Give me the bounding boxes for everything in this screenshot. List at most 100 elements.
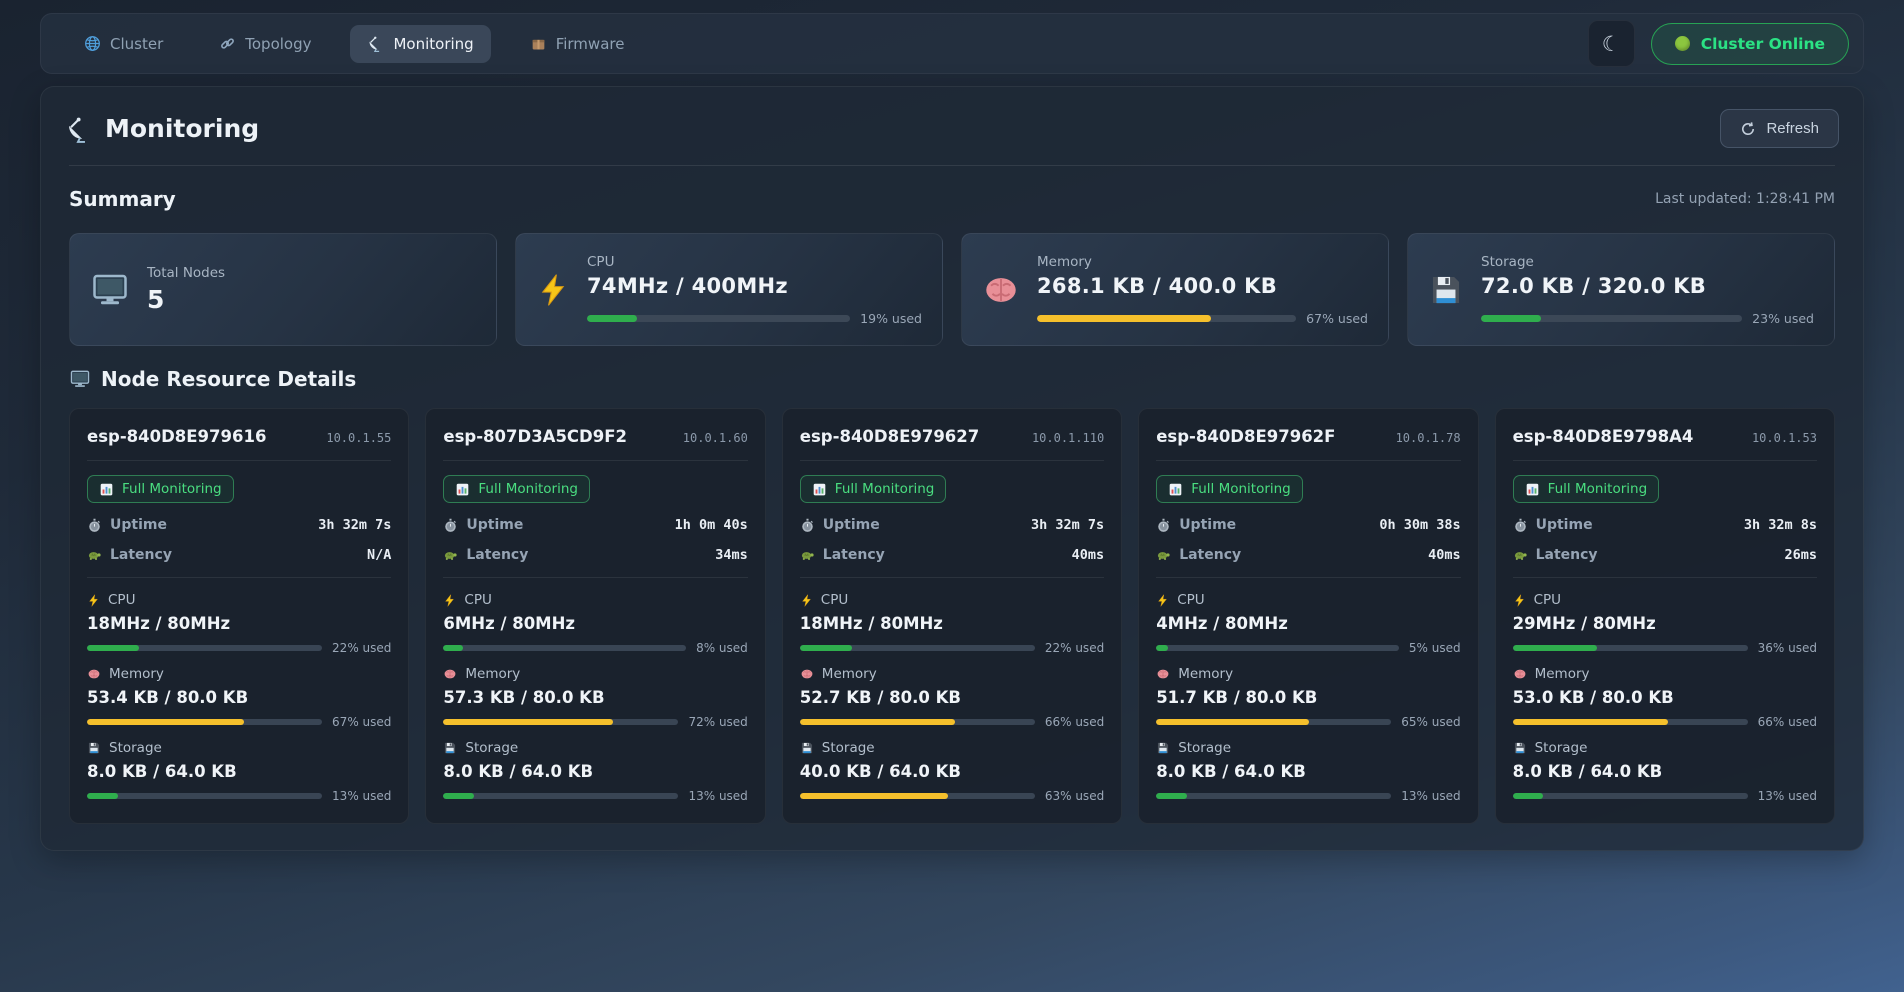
full-monitoring-badge: Full Monitoring xyxy=(799,475,947,503)
full-monitoring-label: Full Monitoring xyxy=(1191,481,1291,497)
metric-label-text: Memory xyxy=(109,666,164,682)
page-title: Monitoring xyxy=(65,114,259,143)
refresh-button[interactable]: Refresh xyxy=(1720,109,1839,148)
metric-progress-fill xyxy=(1156,645,1169,651)
floppy-icon xyxy=(1156,741,1170,755)
metric-progress-track xyxy=(1156,645,1399,651)
tab-firmware[interactable]: Firmware xyxy=(513,25,642,63)
floppy-icon xyxy=(443,741,457,755)
metric-progress-track xyxy=(1156,793,1392,799)
full-monitoring-label: Full Monitoring xyxy=(122,481,222,497)
latency-label-row: Latency xyxy=(87,547,172,563)
stopwatch-icon xyxy=(800,518,815,533)
uptime-label: Uptime xyxy=(822,517,880,533)
storage-percent-label: 23% used xyxy=(1752,310,1814,326)
cpu-metric: CPU 4MHz / 80MHz 5% used xyxy=(1156,592,1461,655)
metric-value: 8.0 KB / 64.0 KB xyxy=(1156,762,1306,781)
full-monitoring-badge: Full Monitoring xyxy=(1156,475,1303,503)
metric-label-text: Storage xyxy=(1534,740,1588,756)
node-card: esp-840D8E979627 10.0.1.110 Full Monitor… xyxy=(781,408,1123,824)
memory-metric: Memory 51.7 KB / 80.0 KB 65% used xyxy=(1156,666,1461,729)
metric-value: 52.7 KB / 80.0 KB xyxy=(799,688,961,707)
divider xyxy=(443,577,748,578)
tab-cluster[interactable]: Cluster xyxy=(67,25,180,63)
cluster-status-badge[interactable]: Cluster Online xyxy=(1650,22,1849,65)
theme-toggle-button[interactable]: ☾ xyxy=(1587,20,1635,67)
node-cards: esp-840D8E979616 10.0.1.55 Full Monitori… xyxy=(69,408,1835,824)
uptime-label-row: Uptime xyxy=(443,517,523,533)
uptime-label-row: Uptime xyxy=(1513,517,1593,533)
latency-label-row: Latency xyxy=(800,547,885,563)
link-icon xyxy=(219,35,236,52)
storage-metric: Storage 8.0 KB / 64.0 KB 13% used xyxy=(443,740,748,803)
brain-icon xyxy=(1156,667,1170,681)
metric-progress-track xyxy=(443,793,679,799)
metric-progress-track xyxy=(1512,793,1748,799)
turtle-icon xyxy=(1513,548,1528,563)
divider xyxy=(87,577,392,578)
bar-chart-icon xyxy=(812,482,827,497)
summary-card-total-nodes: Total Nodes 5 xyxy=(69,233,497,346)
tab-label: Topology xyxy=(245,34,312,53)
divider xyxy=(799,460,1105,461)
uptime-label: Uptime xyxy=(1179,517,1237,533)
metric-percent-label: 13% used xyxy=(1757,789,1817,803)
node-ip: 10.0.1.60 xyxy=(682,431,748,445)
node-details-title-text: Node Resource Details xyxy=(101,367,357,391)
node-details-section-title: Node Resource Details xyxy=(69,367,356,391)
metric-value: 40.0 KB / 64.0 KB xyxy=(799,762,961,781)
metric-progress-fill xyxy=(443,793,474,799)
stopwatch-icon xyxy=(443,518,458,533)
metric-progress-fill xyxy=(87,719,245,725)
divider xyxy=(1512,460,1817,461)
cpu-progress-track xyxy=(587,314,851,322)
globe-icon xyxy=(84,35,101,52)
brain-icon xyxy=(87,667,101,681)
latency-label: Latency xyxy=(1535,547,1598,563)
tab-topology[interactable]: Topology xyxy=(202,25,328,63)
memory-metric: Memory 52.7 KB / 80.0 KB 66% used xyxy=(799,666,1104,729)
page-title-text: Monitoring xyxy=(105,114,260,143)
cpu-metric: CPU 18MHz / 80MHz 22% used xyxy=(799,592,1104,655)
bar-chart-icon xyxy=(1525,482,1540,497)
metric-percent-label: 72% used xyxy=(688,715,748,729)
metric-progress-track xyxy=(443,719,679,725)
turtle-icon xyxy=(800,548,815,563)
metric-progress-track xyxy=(87,645,323,651)
brain-icon xyxy=(800,667,814,681)
turtle-icon xyxy=(87,548,102,563)
brain-icon xyxy=(982,271,1020,309)
metric-percent-label: 13% used xyxy=(688,789,748,803)
full-monitoring-badge: Full Monitoring xyxy=(443,475,590,503)
floppy-icon xyxy=(1513,741,1527,755)
metric-label-text: CPU xyxy=(464,592,492,608)
metric-value: 29MHz / 80MHz xyxy=(1512,614,1656,633)
cpu-metric: CPU 6MHz / 80MHz 8% used xyxy=(443,592,748,655)
card-label: CPU xyxy=(587,253,615,270)
floppy-icon xyxy=(87,741,101,755)
bolt-icon xyxy=(443,593,456,608)
turtle-icon xyxy=(443,548,458,563)
full-monitoring-badge: Full Monitoring xyxy=(1512,475,1660,503)
metric-percent-label: 13% used xyxy=(332,789,392,803)
node-card: esp-840D8E97962F 10.0.1.78 Full Monitori… xyxy=(1138,408,1479,824)
stopwatch-icon xyxy=(1513,518,1528,533)
metric-label-text: Storage xyxy=(465,740,519,756)
brain-icon xyxy=(443,667,457,681)
metric-label-text: Storage xyxy=(109,740,162,756)
metric-progress-fill xyxy=(443,719,613,725)
package-icon xyxy=(530,35,547,52)
tab-monitoring[interactable]: Monitoring xyxy=(350,24,491,63)
storage-progress-fill xyxy=(1481,314,1542,322)
latency-label: Latency xyxy=(822,547,885,563)
metric-value: 6MHz / 80MHz xyxy=(443,614,576,633)
metric-percent-label: 13% used xyxy=(1401,789,1461,803)
memory-percent-label: 67% used xyxy=(1306,310,1368,326)
metric-label-text: CPU xyxy=(1177,592,1205,608)
tab-label: Firmware xyxy=(555,34,625,53)
uptime-value: 1h 0m 40s xyxy=(674,517,748,533)
uptime-value: 3h 32m 7s xyxy=(318,517,392,533)
metric-label-text: Storage xyxy=(1178,740,1232,756)
metric-label-text: CPU xyxy=(108,592,136,608)
metric-label-text: CPU xyxy=(1533,592,1562,608)
